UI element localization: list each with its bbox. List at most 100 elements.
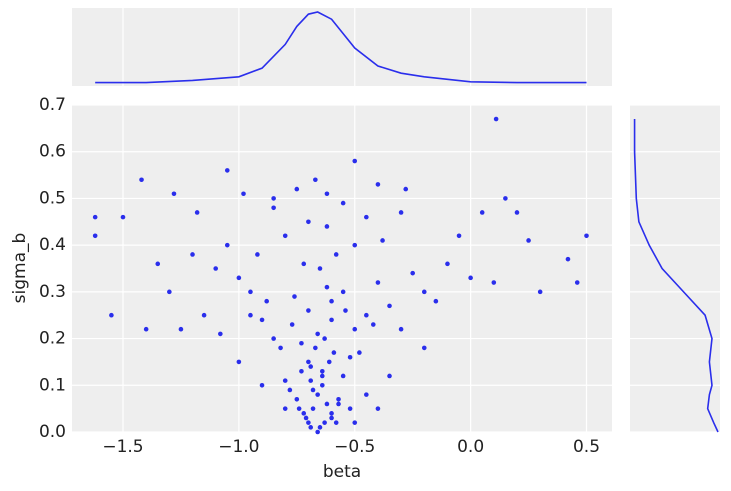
point	[248, 289, 253, 295]
point	[299, 368, 304, 374]
point	[271, 196, 276, 201]
point	[352, 158, 358, 164]
y-axis-label: sigma_b	[10, 233, 30, 304]
point	[92, 233, 98, 239]
point	[315, 392, 320, 397]
point	[259, 382, 265, 388]
right-marginal-panel	[630, 105, 720, 432]
point	[271, 336, 276, 341]
point	[236, 275, 242, 281]
point	[503, 196, 508, 201]
point	[370, 322, 376, 327]
point	[282, 378, 288, 383]
point	[491, 280, 497, 285]
point	[120, 214, 126, 220]
point	[340, 289, 346, 295]
point	[248, 312, 253, 318]
point	[301, 411, 307, 416]
point	[241, 191, 246, 197]
point	[526, 238, 531, 243]
point	[296, 406, 302, 411]
point	[139, 177, 144, 183]
point	[218, 331, 223, 337]
point	[324, 284, 330, 290]
point	[313, 177, 318, 183]
point	[194, 210, 200, 215]
point	[299, 340, 304, 346]
point	[278, 345, 283, 351]
point	[294, 397, 300, 402]
point	[320, 373, 325, 379]
point	[352, 420, 358, 425]
point	[320, 368, 325, 374]
point	[380, 238, 385, 243]
top-density-curve	[95, 11, 587, 84]
point	[333, 420, 339, 425]
point	[329, 411, 334, 416]
point	[364, 392, 369, 397]
point	[303, 415, 309, 421]
point	[109, 312, 114, 318]
x-tick-label: −1.0	[218, 437, 259, 457]
point	[493, 116, 499, 122]
point	[433, 298, 439, 304]
point	[292, 294, 297, 299]
point	[387, 303, 392, 309]
x-tick-label: 0.0	[457, 437, 484, 457]
point	[584, 233, 589, 239]
point	[403, 186, 409, 192]
point	[255, 252, 260, 257]
point	[514, 210, 520, 215]
point	[456, 233, 462, 239]
point	[421, 289, 427, 295]
point	[320, 382, 325, 388]
point	[308, 364, 314, 369]
point	[445, 261, 450, 267]
point	[375, 406, 381, 411]
point	[565, 256, 571, 262]
top-marginal-panel	[72, 8, 612, 86]
y-tick-label: 0.1	[39, 375, 66, 395]
point	[324, 401, 330, 407]
point	[301, 261, 307, 267]
point	[224, 242, 230, 248]
point	[336, 397, 341, 402]
point	[375, 280, 381, 285]
right-density-curve	[633, 119, 719, 433]
main-panel	[72, 105, 612, 432]
point	[178, 326, 184, 332]
point	[398, 210, 404, 215]
point	[329, 415, 334, 421]
point	[289, 322, 295, 327]
point	[171, 191, 177, 197]
x-axis-label: beta	[323, 462, 361, 482]
point	[308, 378, 314, 383]
point	[294, 186, 300, 192]
y-tick-label: 0.7	[39, 95, 66, 115]
point	[306, 359, 311, 365]
point	[322, 336, 327, 341]
point	[333, 252, 339, 257]
point	[329, 317, 334, 323]
point	[324, 191, 330, 197]
point	[282, 406, 288, 411]
point	[537, 289, 543, 295]
y-tick-label: 0.2	[39, 329, 66, 349]
y-tick-label: 0.3	[39, 282, 66, 302]
point	[387, 373, 392, 379]
y-tick-label: 0.6	[39, 142, 66, 162]
point	[155, 261, 161, 267]
point	[375, 182, 381, 187]
x-tick-label: −0.5	[334, 437, 375, 457]
point	[329, 298, 334, 304]
point	[322, 420, 327, 425]
point	[306, 308, 311, 313]
point	[364, 312, 369, 318]
point	[201, 312, 207, 318]
point	[306, 219, 311, 225]
point	[310, 406, 316, 411]
point	[213, 266, 218, 271]
x-tick-label: −1.5	[102, 437, 143, 457]
point	[317, 425, 323, 430]
